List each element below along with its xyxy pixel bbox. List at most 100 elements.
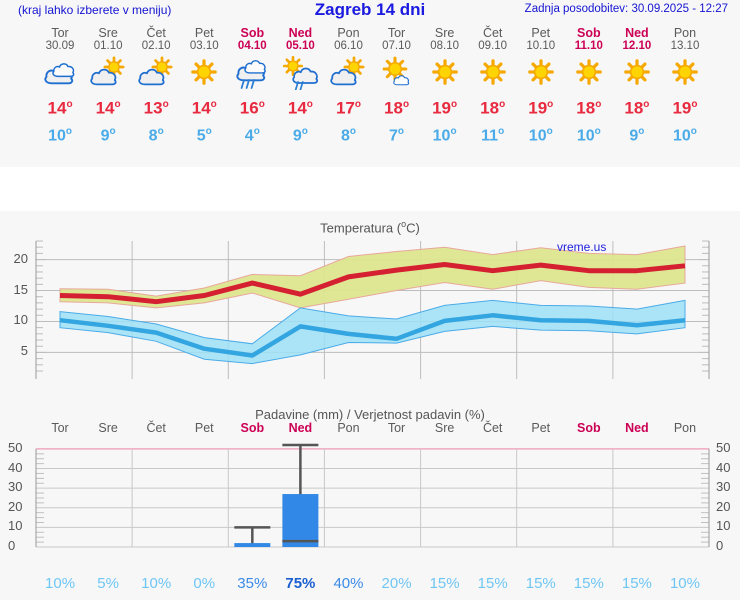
partly-sunny-icon: [138, 56, 173, 86]
min-temp-line: [59, 313, 686, 358]
precipitation-probability: 10%: [669, 575, 700, 592]
sunny-icon: [624, 59, 650, 85]
day-name: Pon: [673, 26, 697, 40]
forecast-day-column[interactable]: Čet 09.10 18o 11o: [467, 22, 519, 147]
min-temperature: 8o: [340, 125, 356, 144]
temperature-y-tick-label: 5: [20, 343, 28, 359]
precipitation-day-label: Čet: [482, 421, 503, 435]
precipitation-probability: 15%: [621, 575, 652, 592]
rain-icon: [236, 60, 267, 89]
precipitation-plot: [35, 443, 710, 548]
location-hint: (kraj lahko izberete v meniju): [18, 3, 172, 17]
day-name: Tor: [51, 26, 69, 40]
sun-rain-icon: [283, 56, 319, 90]
precipitation-y-tick-label-right: 0: [716, 538, 724, 553]
day-date: 07.10: [382, 40, 411, 52]
temperature-y-tick-label: 15: [13, 281, 28, 297]
precipitation-probability: 15%: [525, 575, 556, 592]
day-date: 13.10: [670, 40, 700, 52]
forecast-day-column[interactable]: Tor 30.09 14o 10o: [34, 22, 86, 147]
forecast-day-column[interactable]: Ned 12.10 18o 9o: [611, 22, 663, 147]
forecast-day-column[interactable]: Sre 01.10 14o 9o: [82, 22, 134, 147]
precipitation-day-label: Sre: [434, 421, 455, 435]
precipitation-y-tick-label-left: 40: [8, 459, 23, 475]
forecast-day-column[interactable]: Sob 04.10 16o 4o: [226, 22, 278, 147]
precipitation-day-label: Sob: [240, 421, 265, 435]
precipitation-probability: 40%: [333, 575, 364, 592]
min-temp-range-band: [59, 299, 686, 365]
min-temperature: 7o: [389, 125, 405, 144]
weather-icon-wrap: [467, 55, 519, 91]
precipitation-probability: 35%: [237, 575, 268, 592]
precipitation-bar: [282, 494, 319, 547]
day-name: Pet: [194, 26, 214, 40]
forecast-day-column[interactable]: Pon 13.10 19o 10o: [659, 22, 711, 147]
precipitation-y-tick-label-left: 0: [8, 538, 16, 553]
precipitation-y-tick-label-left: 20: [8, 498, 23, 514]
max-temperature: 14o: [47, 98, 73, 118]
day-name: Pet: [531, 26, 551, 40]
min-temperature: 5o: [196, 125, 212, 144]
sunny-icon: [672, 59, 698, 85]
precipitation-day-label: Pon: [337, 421, 360, 435]
min-temperature: 9o: [100, 125, 116, 144]
precipitation-day-label: Sob: [577, 421, 601, 435]
day-date: 03.10: [189, 40, 219, 52]
max-temperature: 19o: [528, 98, 554, 118]
precipitation-day-label: Pet: [531, 421, 551, 435]
min-temperature: 9o: [292, 125, 308, 144]
forecast-day-column[interactable]: Pet 03.10 14o 5o: [178, 22, 230, 147]
precipitation-probability: 0%: [193, 575, 216, 592]
degree-symbol: o: [401, 219, 407, 229]
temperature-chart-title: Temperatura (oC): [0, 211, 740, 235]
max-temp-range-band: [59, 245, 686, 309]
precipitation-day-labels: Tor Sre Čet Pet Sob Ned Pon Tor Sre Čet Pet Sob Ned P…: [0, 421, 740, 439]
day-date: 12.10: [622, 40, 652, 52]
forecast-day-column[interactable]: Sob 11.10 18o 10o: [563, 22, 615, 147]
forecast-day-column[interactable]: Čet 02.10 13o 8o: [130, 22, 182, 147]
precipitation-day-label: Tor: [51, 421, 69, 435]
weather-icon-wrap: [178, 55, 230, 91]
sunny-icon: [191, 59, 218, 85]
cloudy-icon: [44, 63, 75, 85]
day-date: 10.10: [526, 40, 556, 52]
weather-icon-wrap: [130, 55, 182, 91]
precipitation-panel: Padavine (mm) / Verjetnost padavin (%) T…: [0, 399, 740, 600]
precipitation-y-tick-label-right: 20: [716, 498, 731, 514]
max-temperature: 17o: [335, 98, 361, 118]
precipitation-chart-title: Padavine (mm) / Verjetnost padavin (%): [255, 407, 485, 422]
weather-icon-wrap: [563, 55, 615, 91]
weather-icon-wrap: [34, 55, 86, 91]
forecast-day-column[interactable]: Sre 08.10 19o 10o: [419, 22, 471, 147]
day-name: Sob: [240, 26, 265, 40]
forecast-day-column[interactable]: Tor 07.10 18o 7o: [371, 22, 423, 147]
day-date: 08.10: [430, 40, 459, 52]
day-name: Čet: [482, 26, 503, 40]
weather-icon-wrap: [659, 55, 711, 91]
max-temperature: 14o: [95, 98, 121, 118]
sunny-icon: [431, 59, 458, 85]
max-temperature: 18o: [384, 98, 410, 118]
last-updated: Zadnja posodobitev: 30.09.2025 - 12:27: [524, 3, 728, 15]
max-temperature: 19o: [672, 98, 698, 118]
partly-sunny-icon: [330, 56, 365, 86]
precipitation-y-tick-label-right: 10: [716, 518, 731, 534]
temperature-plot: [35, 240, 710, 379]
weather-icon-wrap: [371, 55, 423, 91]
precipitation-probability: 20%: [381, 575, 412, 592]
forecast-day-column[interactable]: Pon 06.10 17o 8o: [322, 22, 374, 147]
weather-icon-wrap: [611, 55, 663, 91]
min-temperature: 8o: [148, 125, 164, 144]
forecast-day-column[interactable]: Ned 05.10 14o 9o: [274, 22, 326, 147]
precipitation-bar: [234, 543, 271, 547]
sunny-icon: [479, 59, 506, 85]
precipitation-day-label: Pon: [673, 421, 697, 435]
partly-sunny-icon: [90, 56, 125, 86]
temperature-chart: vreme.us 5 10 15 20: [0, 237, 740, 383]
max-temp-line: [59, 262, 686, 305]
day-date: 05.10: [286, 40, 315, 52]
temperature-y-tick-label: 20: [13, 250, 28, 266]
day-date: 04.10: [237, 40, 267, 52]
forecast-day-column[interactable]: Pet 10.10 19o 10o: [515, 22, 567, 147]
precipitation-y-tick-label-left: 50: [8, 439, 23, 455]
